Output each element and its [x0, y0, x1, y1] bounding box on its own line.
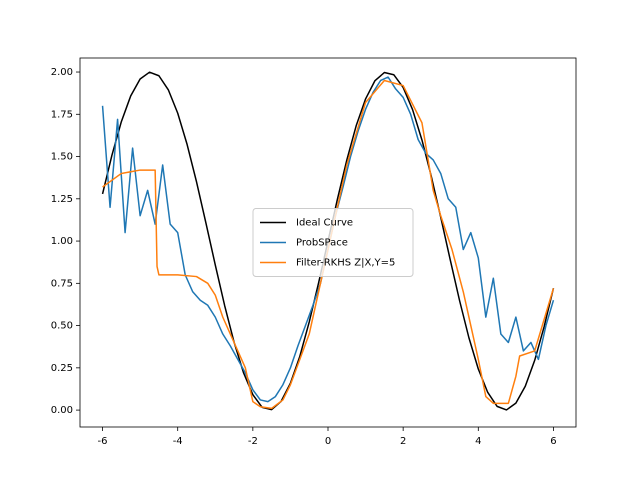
x-tick-label: -4 [173, 436, 183, 447]
plot-frame [79, 57, 577, 428]
x-tick-label: 0 [325, 436, 331, 447]
y-tick-label: 0.50 [51, 321, 73, 332]
y-tick-label: 0.25 [51, 363, 73, 374]
y-tick-label: 0.75 [51, 278, 73, 289]
y-tick-label: 1.50 [51, 152, 73, 163]
y-tick-label: 1.25 [51, 194, 73, 205]
x-tick-label: 6 [550, 436, 556, 447]
legend-label: ProbSPace [296, 238, 348, 249]
legend-label: Ideal Curve [296, 218, 353, 229]
y-tick-label: 1.75 [51, 109, 73, 120]
series-line [102, 79, 555, 410]
x-tick-label: -6 [98, 436, 108, 447]
legend-label: Filter-RKHS Z|X,Y=5 [296, 258, 395, 269]
legend-box [252, 208, 414, 277]
x-tick-label: 4 [475, 436, 481, 447]
y-tick-label: 2.00 [51, 67, 73, 78]
x-tick-label: 2 [400, 436, 406, 447]
y-tick-label: 0.00 [51, 405, 73, 416]
y-tick-label: 1.00 [51, 236, 73, 247]
x-tick-label: -2 [248, 436, 258, 447]
